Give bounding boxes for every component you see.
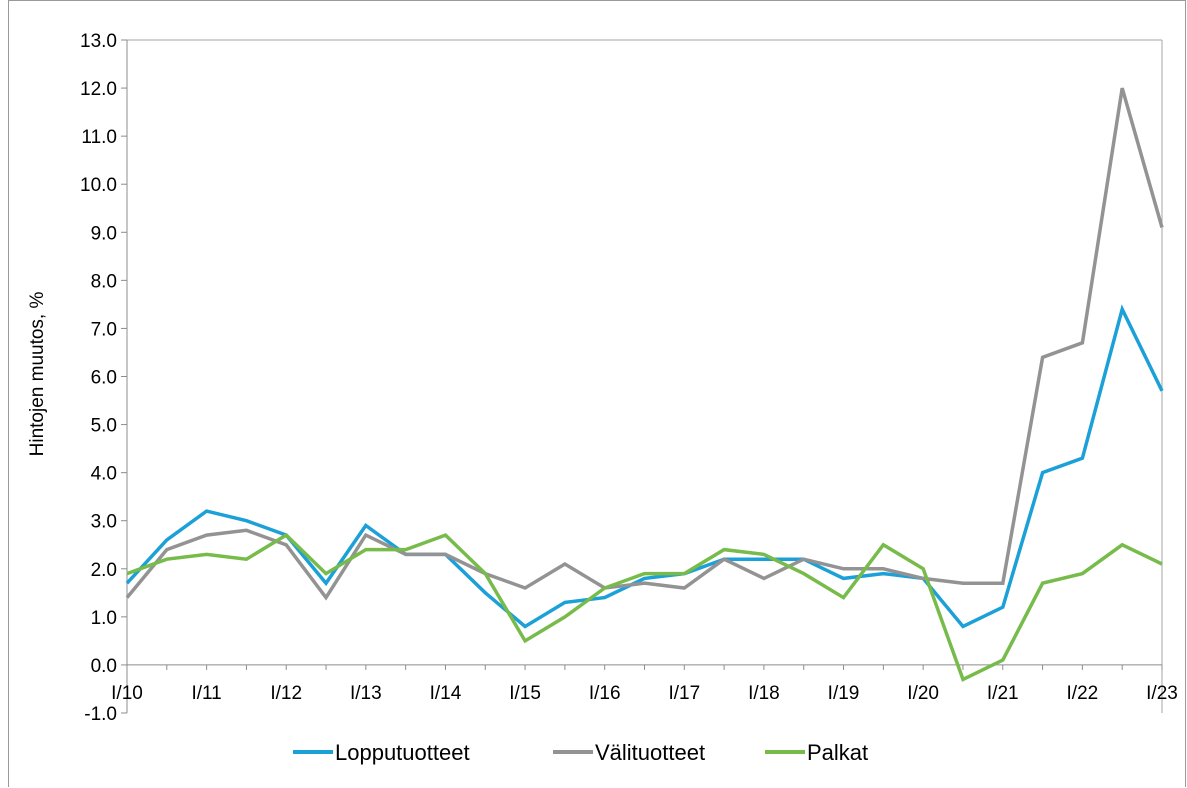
x-tick-label: I/20: [907, 683, 939, 704]
y-axis-label: Hintojen muutos, %: [27, 292, 48, 457]
x-tick-label: I/18: [748, 683, 780, 704]
series-line-v-lituotteet: [125, 87, 1164, 601]
y-tick-label: 2.0: [91, 560, 117, 581]
x-tick-label: I/14: [430, 683, 462, 704]
x-tick-label: I/23: [1146, 683, 1178, 704]
y-tick-label: 6.0: [91, 368, 117, 389]
legend-label-lopputuotteet: Lopputuotteet: [335, 740, 470, 765]
x-tick-label: I/19: [828, 683, 860, 704]
legend: Lopputuotteet Välituotteet Palkat: [293, 740, 868, 765]
y-tick-label: -1.0: [84, 704, 117, 725]
y-tick-label: 9.0: [91, 223, 117, 244]
x-axis: I/10 I/11 I/12 I/13 I/14 I/15 I/16 I/17 I/18 I/19…: [111, 664, 1178, 704]
y-tick-label: 3.0: [91, 512, 117, 533]
x-tick-label: I/10: [111, 683, 143, 704]
series-line-lopputuotteet: [125, 304, 1164, 629]
legend-label-v-lituotteet: Välituotteet: [595, 740, 705, 765]
chart-frame: [8, 0, 1186, 787]
x-tick-label: I/21: [987, 683, 1019, 704]
series-line-palkat: [126, 532, 1163, 682]
y-tick-label: 0.0: [91, 656, 117, 677]
y-tick-label: 13.0: [80, 31, 117, 52]
y-tick-label: 5.0: [91, 416, 117, 437]
y-axis: 13.0 12.0 11.0 10.0 9.0 8.0 7.0 6.0 5.0 4.0 3.0 2.0…: [80, 31, 127, 725]
x-tick-label: I/16: [589, 683, 621, 704]
plot-area: [126, 39, 1163, 713]
y-tick-label: 10.0: [80, 175, 117, 196]
x-tick-label: I/12: [270, 683, 302, 704]
y-tick-label: 12.0: [80, 79, 117, 100]
y-tick-label: 1.0: [91, 608, 117, 629]
series-lines: [125, 87, 1164, 682]
x-tick-label: I/13: [350, 683, 382, 704]
legend-label-palkat: Palkat: [807, 740, 868, 765]
y-tick-label: 7.0: [91, 319, 117, 340]
y-tick-label: 4.0: [91, 464, 117, 485]
x-tick-label: I/15: [509, 683, 541, 704]
x-tick-label: I/11: [191, 683, 221, 704]
x-tick-label: I/17: [668, 683, 700, 704]
y-tick-label: 8.0: [91, 271, 117, 292]
y-tick-label: 11.0: [81, 127, 117, 148]
x-tick-label: I/22: [1067, 683, 1099, 704]
